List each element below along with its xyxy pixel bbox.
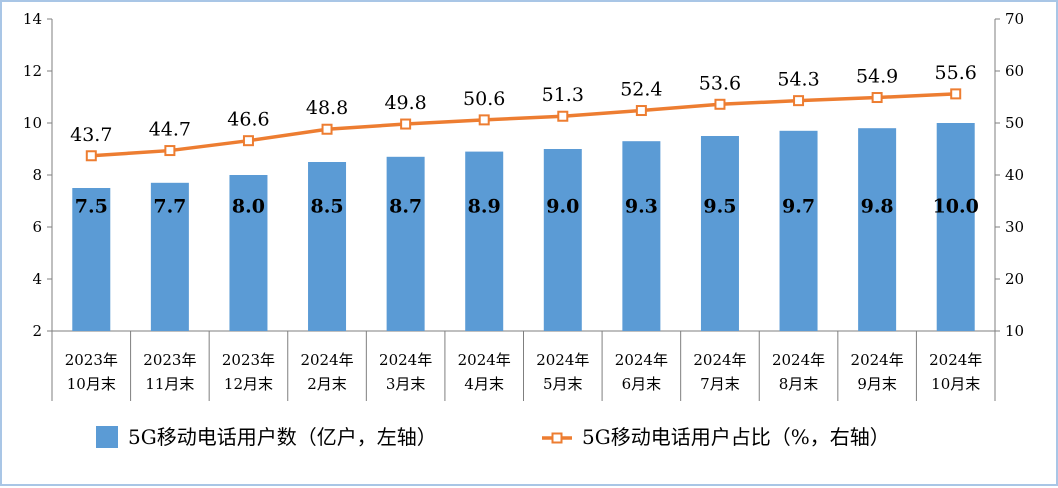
- x-tick-label-month: 8月末: [779, 375, 819, 393]
- y-left-tick-label: 4: [32, 270, 42, 288]
- bar: [622, 141, 661, 331]
- bar: [936, 123, 975, 331]
- y-left-tick-label: 8: [32, 166, 42, 184]
- bar-value-label: 9.8: [861, 196, 894, 218]
- bar-series: [72, 123, 975, 331]
- line-value-label: 51.3: [542, 84, 584, 106]
- bar-value-label: 7.7: [153, 196, 186, 218]
- legend-line-label: 5G移动电话用户占比（%，右轴）: [582, 425, 890, 449]
- line-marker: [950, 88, 962, 100]
- line-marker: [871, 92, 883, 104]
- bar: [543, 149, 582, 331]
- y-right-tick-label: 70: [1005, 10, 1024, 28]
- x-tick-label-month: 10月末: [931, 375, 980, 393]
- axes: 2 4 6 8 10 12 14 10 20 30 40 50 60 70 2023年 10月末 2023年 11…: [23, 10, 1024, 401]
- x-tick-label-year: 2023年: [222, 351, 275, 369]
- line-marker: [321, 123, 333, 135]
- bar-value-label: 7.5: [75, 196, 108, 218]
- line-value-label: 49.8: [384, 92, 426, 114]
- line-marker: [714, 98, 726, 110]
- bar-value-label: 9.0: [546, 196, 579, 218]
- legend-line-marker: [551, 432, 563, 444]
- line-marker: [400, 118, 412, 130]
- x-tick-label-year: 2023年: [65, 351, 118, 369]
- x-tick-label-year: 2024年: [772, 351, 825, 369]
- line-marker: [164, 145, 176, 157]
- x-tick-label-month: 10月末: [67, 375, 116, 393]
- data-labels: 7.5 7.7 8.0 8.5 8.7 8.9 9.0 9.3 9.5 9.7 9.8 10.0 43.…: [70, 62, 979, 218]
- bar: [308, 162, 347, 331]
- y-left-tick-label: 2: [32, 322, 42, 340]
- bar: [858, 128, 897, 331]
- line-value-label: 50.6: [463, 88, 505, 110]
- bar-value-label: 8.5: [311, 196, 344, 218]
- x-tick-label-year: 2024年: [615, 351, 668, 369]
- x-tick-label-month: 2月末: [307, 375, 347, 393]
- x-tick-label-year: 2024年: [300, 351, 353, 369]
- line-path: [91, 92, 956, 158]
- y-left-tick-label: 12: [23, 62, 42, 80]
- y-left-tick-label: 6: [32, 218, 42, 236]
- x-tick-label-month: 11月末: [145, 375, 194, 393]
- x-tick-label-year: 2024年: [458, 351, 511, 369]
- y-left-tick-label: 14: [23, 10, 42, 28]
- line-marker: [85, 150, 97, 162]
- x-tick-label-year: 2024年: [929, 351, 982, 369]
- bar: [465, 151, 504, 331]
- x-tick-label-year: 2024年: [851, 351, 904, 369]
- line-marker: [557, 110, 569, 122]
- y-right-tick-label: 50: [1005, 114, 1024, 132]
- bar-value-label: 9.3: [625, 196, 658, 218]
- y-right-tick-label: 20: [1005, 270, 1024, 288]
- x-tick-label-year: 2024年: [693, 351, 746, 369]
- bar-value-label: 10.0: [933, 196, 979, 218]
- line-value-label: 54.9: [856, 66, 898, 88]
- x-tick-label-year: 2024年: [536, 351, 589, 369]
- bar-value-label: 9.7: [782, 196, 815, 218]
- line-marker: [478, 114, 490, 126]
- bar: [150, 182, 189, 331]
- y-right-tick-label: 30: [1005, 218, 1024, 236]
- line-value-label: 52.4: [620, 79, 662, 101]
- bar: [72, 188, 111, 331]
- x-tick-label-month: 6月末: [622, 375, 662, 393]
- line-value-label: 54.3: [777, 69, 819, 91]
- line-marker: [635, 105, 647, 117]
- bar: [229, 175, 268, 331]
- line-value-label: 44.7: [149, 119, 191, 141]
- legend-bar-swatch: [96, 426, 118, 448]
- y-right-tick-label: 40: [1005, 166, 1024, 184]
- line-value-label: 53.6: [699, 72, 741, 94]
- line-value-label: 48.8: [306, 97, 348, 119]
- line-series: [85, 88, 962, 162]
- x-tick-label-month: 5月末: [543, 375, 583, 393]
- bar-value-label: 8.9: [468, 196, 501, 218]
- x-tick-label-month: 4月末: [464, 375, 504, 393]
- line-value-label: 46.6: [227, 109, 269, 131]
- line-value-label: 55.6: [935, 62, 977, 84]
- bar: [386, 156, 425, 331]
- y-left-tick-label: 10: [23, 114, 42, 132]
- y-right-tick-label: 10: [1005, 322, 1024, 340]
- y-right-tick-label: 60: [1005, 62, 1024, 80]
- x-tick-label-month: 7月末: [700, 375, 740, 393]
- line-value-label: 43.7: [70, 124, 112, 146]
- x-tick-label-year: 2024年: [379, 351, 432, 369]
- legend: 5G移动电话用户数（亿户，左轴） 5G移动电话用户占比（%，右轴）: [96, 425, 890, 449]
- bar-value-label: 8.0: [232, 196, 265, 218]
- legend-bar-label: 5G移动电话用户数（亿户，左轴）: [128, 425, 437, 449]
- bar-value-label: 8.7: [389, 196, 422, 218]
- bar: [779, 130, 818, 331]
- line-marker: [793, 95, 805, 107]
- x-tick-label-year: 2023年: [143, 351, 196, 369]
- bar-value-label: 9.5: [703, 196, 736, 218]
- x-tick-label-month: 9月末: [857, 375, 897, 393]
- bar: [700, 136, 739, 331]
- line-marker: [242, 135, 254, 147]
- x-tick-label-month: 3月末: [386, 375, 426, 393]
- x-tick-label-month: 12月末: [224, 375, 273, 393]
